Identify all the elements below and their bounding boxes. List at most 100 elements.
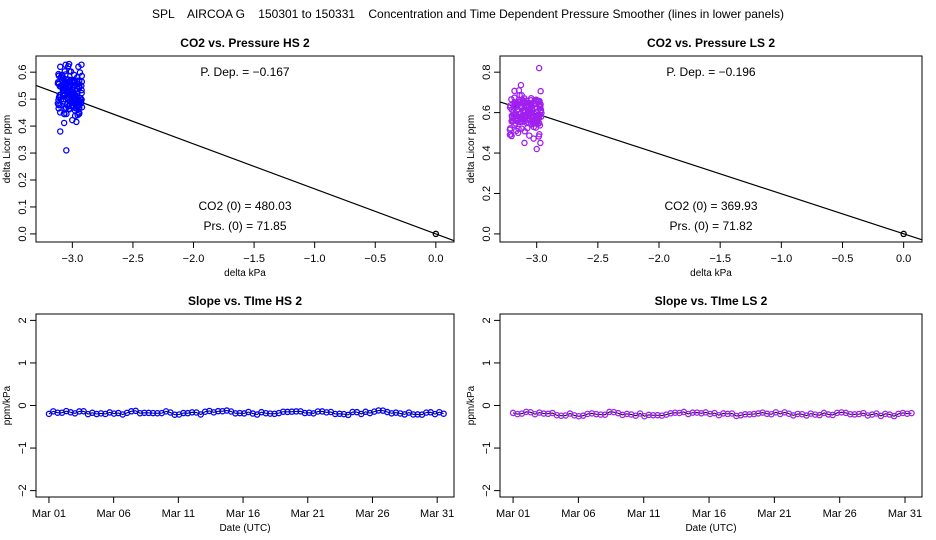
data-point [513, 117, 521, 125]
data-point [517, 102, 524, 110]
y-tick-label: 0.2 [17, 172, 29, 187]
data-point [654, 411, 661, 419]
data-point [553, 412, 561, 419]
data-point [258, 408, 265, 416]
data-point [141, 409, 148, 417]
prs-zero-annotation: Prs. (0) = 71.85 [203, 219, 286, 233]
plot-frame [35, 313, 455, 498]
data-point [535, 97, 542, 105]
data-point [510, 111, 518, 118]
data-point [895, 410, 902, 418]
data-point [305, 409, 313, 416]
data-point [128, 408, 135, 415]
data-point [584, 410, 591, 418]
data-point [514, 129, 522, 137]
data-point [410, 411, 417, 418]
data-point [537, 87, 544, 95]
y-axis-label: ppm/kPa [2, 385, 13, 425]
y-tick-label: 0.3 [17, 145, 29, 160]
data-point [64, 103, 72, 110]
x-axis-label: delta kPa [690, 268, 732, 279]
data-point [55, 105, 62, 112]
data-point [724, 410, 731, 418]
data-point [73, 103, 80, 110]
data-point [534, 120, 541, 128]
y-tick-label: −1 [481, 442, 493, 455]
data-point [318, 408, 326, 415]
data-point [720, 410, 727, 417]
y-tick-label: 0.5 [17, 91, 29, 106]
y-tick-label: 0.4 [17, 118, 29, 133]
y-tick-label: 0.0 [481, 226, 493, 241]
plot-frame [35, 55, 455, 243]
data-point [214, 407, 222, 415]
data-point [180, 409, 187, 417]
y-tick-label: −2 [17, 484, 29, 497]
data-point [689, 409, 696, 416]
data-point [56, 128, 64, 135]
data-point [77, 96, 84, 103]
data-point [75, 110, 83, 118]
panel-hs-scatter: CO2 vs. Pressure HS 2 −3.0 −2.5 −2.0 −1.5 −1.… [2, 36, 455, 279]
y-tick-label: 0.4 [481, 145, 493, 160]
x-axis-label: Date (UTC) [685, 523, 736, 534]
data-point [755, 410, 762, 417]
data-point [537, 113, 545, 120]
panel-title: Slope vs. TIme LS 2 [655, 294, 768, 308]
data-point [77, 100, 84, 107]
p-dep-annotation: P. Dep. = −0.167 [200, 65, 290, 79]
x-tick-label: −1.0 [770, 253, 792, 265]
y-tick-label: 0.1 [17, 199, 29, 214]
data-point [524, 124, 531, 132]
data-point [171, 411, 178, 418]
panel-title: CO2 vs. Pressure LS 2 [647, 36, 775, 50]
data-point [864, 412, 872, 419]
data-point [284, 408, 291, 416]
data-point [908, 409, 915, 417]
data-point [70, 71, 78, 79]
data-point [846, 410, 854, 418]
data-point [511, 111, 519, 119]
data-point [544, 410, 552, 418]
x-tick-label: Mar 16 [692, 508, 726, 520]
data-point [693, 409, 701, 416]
data-point [794, 410, 801, 418]
y-axis-label: delta Licor ppm [466, 115, 477, 183]
data-point [292, 408, 300, 415]
data-point [223, 407, 231, 414]
data-point [512, 99, 519, 106]
data-point [69, 90, 77, 98]
data-point [536, 131, 543, 138]
data-point [526, 132, 533, 139]
x-tick-label: −1.5 [243, 253, 265, 265]
data-point [93, 410, 100, 418]
x-tick-label: 0.0 [428, 253, 443, 265]
data-point [414, 411, 421, 418]
plot-frame [499, 55, 923, 243]
data-point [349, 408, 356, 416]
data-point [76, 69, 84, 76]
x-axis-label: Date (UTC) [219, 523, 270, 534]
y-tick-label: 0.8 [481, 65, 493, 80]
data-point [288, 408, 296, 415]
co2-zero-annotation: CO2 (0) = 369.93 [664, 199, 757, 213]
prs-zero-annotation: Prs. (0) = 71.82 [669, 219, 752, 233]
data-point [536, 409, 543, 416]
data-point [514, 410, 521, 418]
data-point [671, 409, 679, 416]
data-point [825, 411, 832, 418]
y-tick-label: −1 [17, 442, 29, 455]
x-tick-label: Mar 26 [355, 508, 389, 520]
data-point [314, 408, 322, 415]
data-point [266, 410, 274, 417]
data-point [533, 145, 540, 153]
data-point [536, 103, 544, 110]
co2-zero-annotation: CO2 (0) = 480.03 [198, 199, 291, 213]
data-point [61, 85, 69, 92]
data-point [531, 97, 538, 105]
data-point [336, 410, 343, 418]
data-point [658, 412, 666, 419]
data-point [236, 409, 244, 417]
y-tick-label: 0.0 [17, 226, 29, 241]
